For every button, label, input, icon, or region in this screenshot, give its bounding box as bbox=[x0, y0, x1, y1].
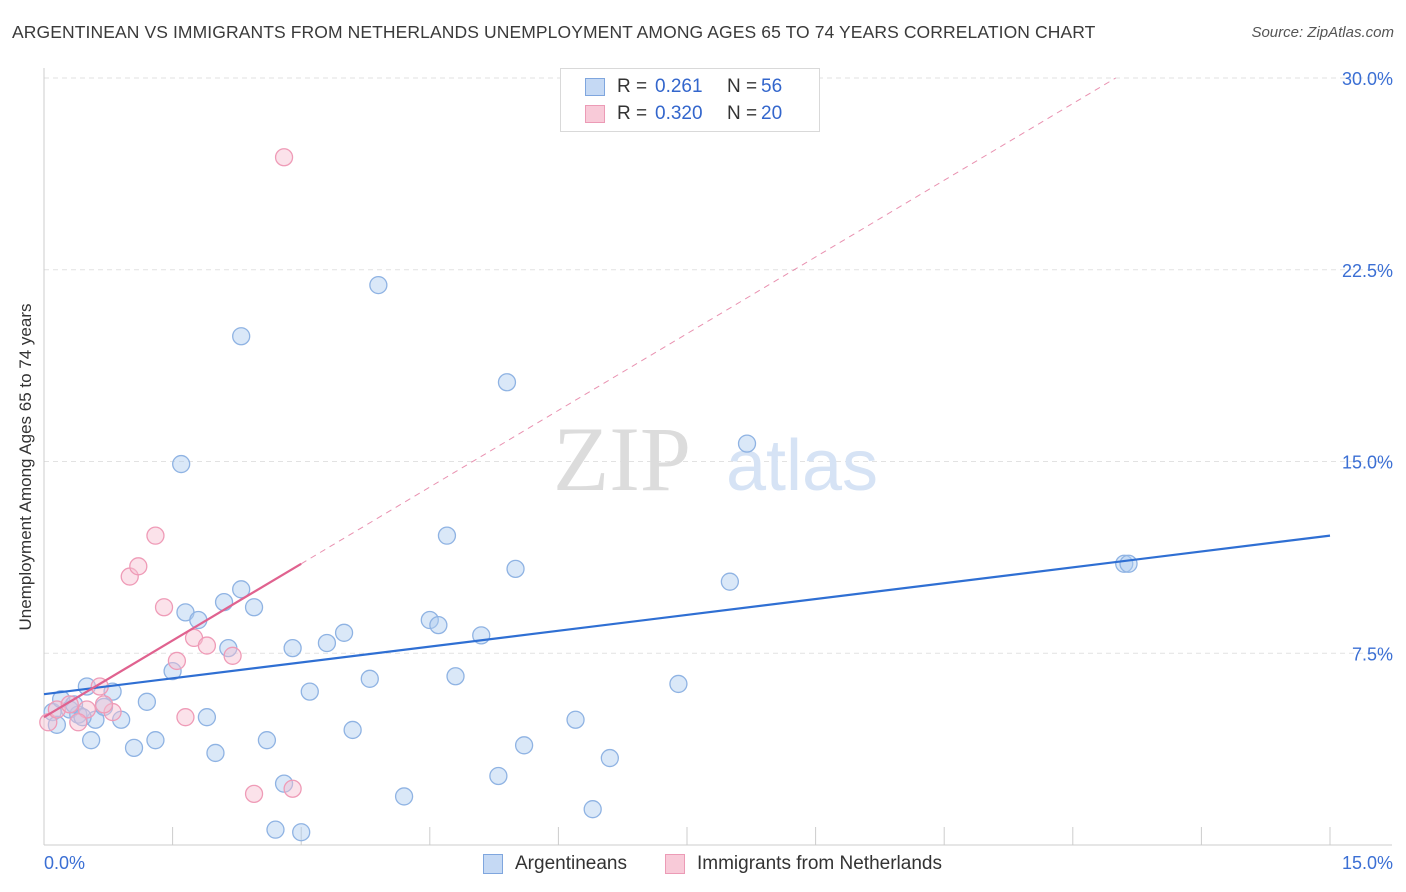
legend: R = 0.261 N = 56 R = 0.320 N = 20 bbox=[560, 68, 820, 132]
argentinean-point bbox=[514, 736, 534, 755]
argentinean-point bbox=[497, 373, 517, 392]
bottom-legend-argentineans: Argentineans bbox=[483, 852, 627, 876]
argentinean-point bbox=[506, 559, 525, 579]
bottom-legend-label: Argentineans bbox=[515, 853, 627, 874]
netherlands-point bbox=[129, 557, 148, 576]
argentinean-point bbox=[429, 615, 448, 635]
argentinean-point bbox=[283, 638, 302, 658]
argentinean-point bbox=[394, 787, 414, 806]
argentinean-point bbox=[600, 748, 619, 768]
y-tick-label: 22.5% bbox=[1342, 261, 1393, 281]
legend-r-label: R = bbox=[617, 76, 648, 97]
argentinean-point bbox=[244, 598, 264, 617]
bottom-legend-netherlands: Immigrants from Netherlands bbox=[665, 852, 942, 876]
y-tick-label: 7.5% bbox=[1352, 644, 1393, 664]
netherlands-point bbox=[154, 598, 174, 617]
netherlands-point bbox=[283, 779, 302, 798]
x-tick-label: 15.0% bbox=[1342, 853, 1393, 873]
legend-row-netherlands: R = 0.320 N = 20 bbox=[585, 101, 782, 127]
netherlands-point bbox=[223, 646, 242, 665]
argentinean-point bbox=[669, 674, 688, 694]
y-axis-label-wrap: Unemployment Among Ages 65 to 74 years bbox=[6, 304, 46, 631]
argentinean-point bbox=[232, 327, 251, 346]
argentinean-point bbox=[343, 720, 362, 740]
legend-n-label: N = bbox=[727, 76, 758, 97]
chart-title: ARGENTINEAN VS IMMIGRANTS FROM NETHERLAN… bbox=[12, 22, 1096, 42]
argentinean-point bbox=[172, 454, 191, 474]
argentinean-point bbox=[214, 592, 234, 612]
argentinean-point bbox=[369, 275, 388, 295]
argentinean-point bbox=[163, 661, 182, 681]
argentinean-point bbox=[583, 800, 602, 819]
legend-swatch-blue bbox=[585, 78, 605, 96]
legend-n-value: 56 bbox=[761, 76, 783, 97]
netherlands-point bbox=[274, 148, 294, 167]
argentinean-point bbox=[720, 572, 740, 591]
legend-n-value: 20 bbox=[761, 103, 783, 124]
watermark: ZIP atlas bbox=[553, 408, 878, 510]
netherlands-point bbox=[94, 695, 114, 714]
argentinean-point bbox=[437, 526, 457, 545]
y-axis-label: Unemployment Among Ages 65 to 74 years bbox=[16, 303, 35, 631]
argentinean-point bbox=[317, 633, 337, 653]
argentinean-trendline bbox=[43, 534, 1331, 696]
grid-lines bbox=[44, 77, 1392, 654]
argentinean-point bbox=[489, 766, 508, 786]
source-label: Source: ZipAtlas.com bbox=[1251, 24, 1394, 41]
bottom-legend-swatch-blue bbox=[483, 854, 503, 874]
netherlands-trendline bbox=[43, 562, 302, 719]
netherlands-point bbox=[146, 526, 165, 545]
argentinean-point bbox=[292, 823, 311, 842]
netherlands-trendline-extension bbox=[300, 77, 1116, 565]
x-tick-label: 0.0% bbox=[44, 853, 85, 873]
argentinean-point bbox=[82, 731, 101, 750]
argentinean-point bbox=[420, 610, 439, 630]
legend-row-argentineans: R = 0.261 N = 56 bbox=[585, 74, 782, 100]
argentinean-point bbox=[124, 738, 144, 757]
argentinean-point bbox=[566, 710, 585, 729]
netherlands-point bbox=[167, 651, 187, 671]
watermark-zip: ZIP bbox=[553, 408, 691, 510]
argentinean-point bbox=[206, 743, 225, 763]
legend-swatch-pink bbox=[585, 105, 605, 123]
bottom-legend-swatch-pink bbox=[665, 854, 685, 874]
argentinean-point bbox=[274, 774, 294, 793]
bottom-legend-label: Immigrants from Netherlands bbox=[697, 853, 942, 874]
argentinean-point bbox=[300, 682, 319, 701]
argentinean-point bbox=[232, 580, 251, 599]
argentinean-point bbox=[334, 623, 354, 642]
argentinean-point bbox=[360, 669, 379, 688]
netherlands-point bbox=[77, 700, 97, 719]
argentinean-point bbox=[266, 820, 285, 839]
legend-r-value: 0.261 bbox=[655, 76, 703, 97]
netherlands-point bbox=[244, 784, 264, 804]
argentinean-point bbox=[1119, 554, 1138, 573]
argentinean-point bbox=[146, 731, 165, 750]
legend-n-label: N = bbox=[727, 103, 758, 124]
legend-r-label: R = bbox=[617, 103, 648, 124]
argentinean-point bbox=[197, 708, 217, 727]
legend-r-value: 0.320 bbox=[655, 103, 703, 124]
netherlands-point bbox=[69, 713, 88, 732]
axes bbox=[43, 68, 1392, 846]
argentinean-point bbox=[446, 667, 465, 686]
y-tick-label: 30.0% bbox=[1342, 69, 1393, 89]
netherlands-point bbox=[176, 708, 195, 727]
netherlands-point bbox=[197, 636, 217, 655]
argentinean-point bbox=[257, 731, 277, 750]
y-tick-label: 15.0% bbox=[1342, 453, 1393, 473]
argentinean-point bbox=[137, 692, 157, 711]
argentinean-point bbox=[737, 434, 757, 453]
